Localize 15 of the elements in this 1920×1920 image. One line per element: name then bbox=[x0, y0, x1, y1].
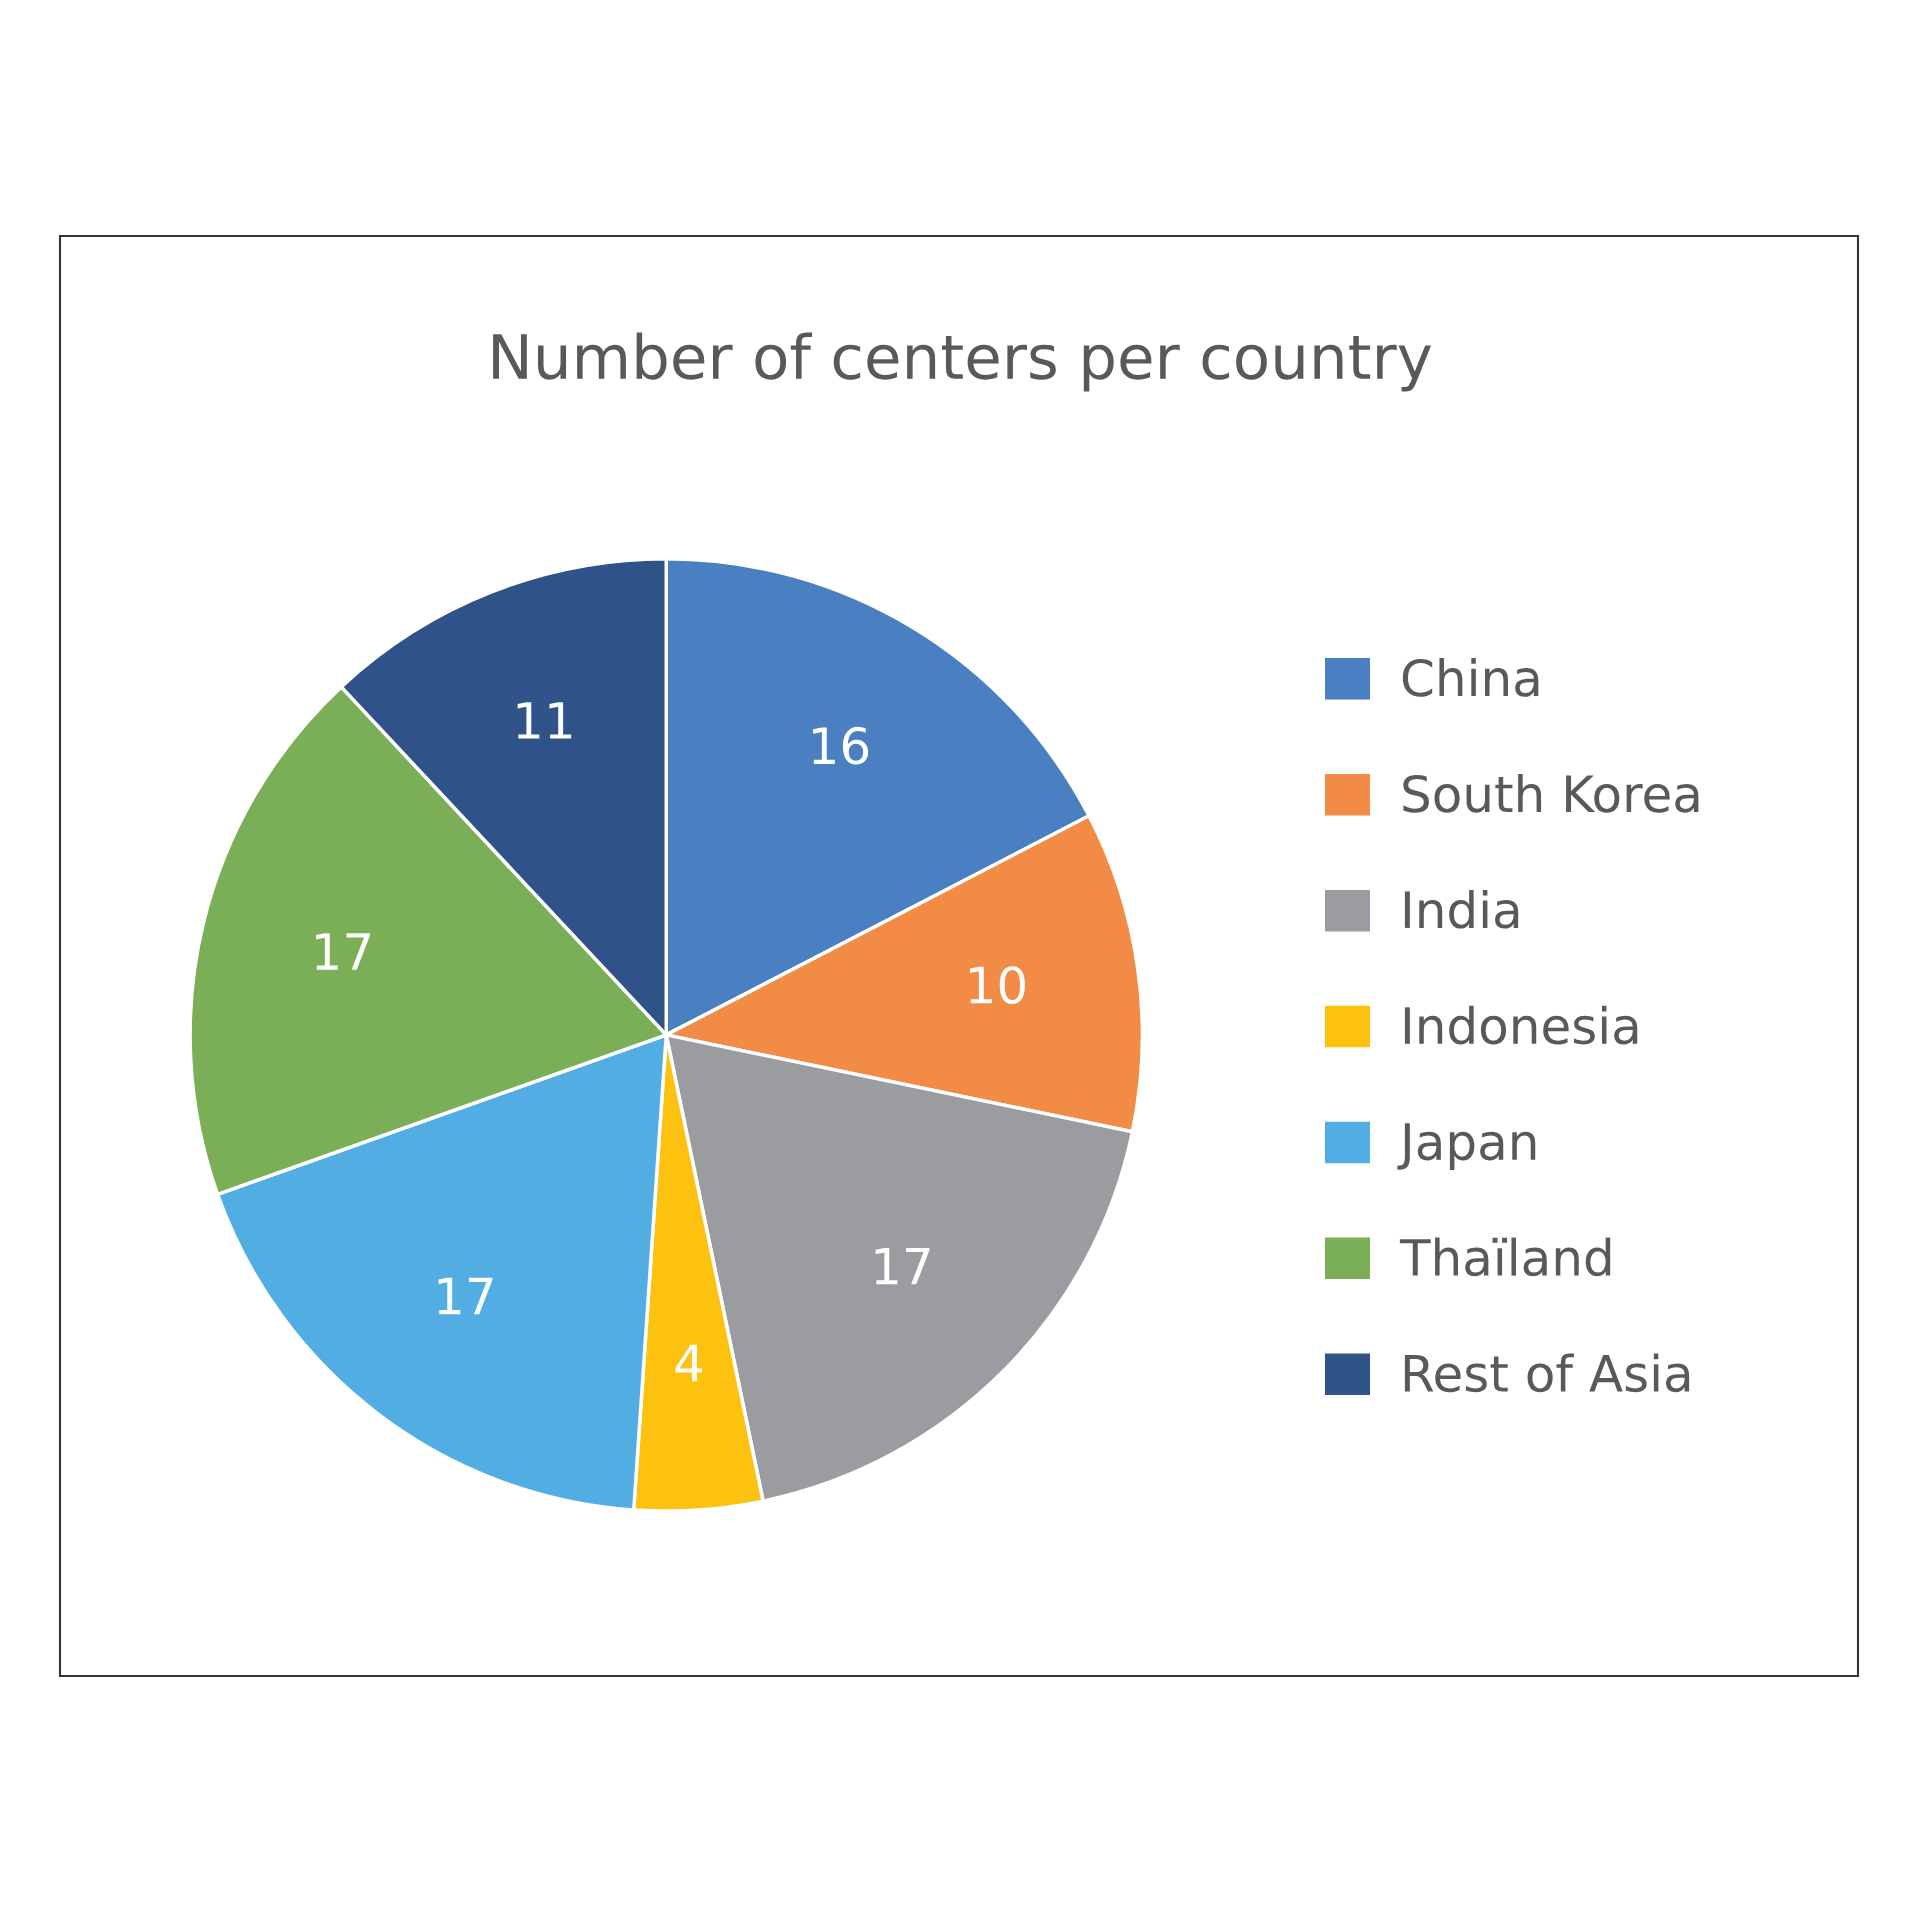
data-label: 17 bbox=[875, 1247, 930, 1285]
data-label: 16 bbox=[813, 726, 869, 765]
legend-label: South Korea bbox=[1403, 774, 1699, 813]
legend-label: Indonesia bbox=[1404, 1005, 1638, 1045]
legend-label: China bbox=[1402, 658, 1539, 697]
legend-label: Rest of Asia bbox=[1404, 1353, 1690, 1393]
data-label: 10 bbox=[970, 966, 1025, 1004]
legend-label: India bbox=[1404, 889, 1519, 929]
data-label: 17 bbox=[316, 933, 370, 970]
legend-label: Japan bbox=[1397, 1123, 1536, 1171]
data-label: 17 bbox=[438, 1277, 493, 1315]
data-label: 4 bbox=[675, 1344, 703, 1382]
data-label: 11 bbox=[517, 702, 572, 739]
chart-title: Number of centers per country bbox=[493, 332, 1432, 392]
legend-label: Thaïland bbox=[1399, 1237, 1611, 1277]
